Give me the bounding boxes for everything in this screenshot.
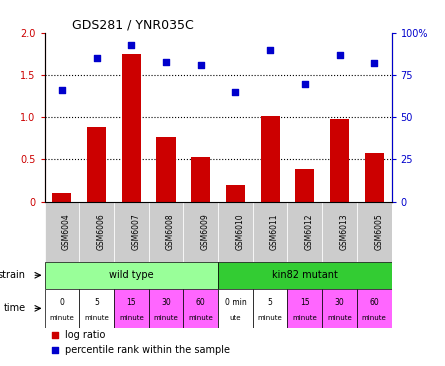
- Text: ute: ute: [230, 315, 241, 321]
- Bar: [183, 202, 218, 262]
- Bar: [322, 202, 357, 262]
- Text: GSM6004: GSM6004: [62, 213, 71, 250]
- Text: minute: minute: [258, 315, 283, 321]
- Text: log ratio: log ratio: [65, 330, 106, 340]
- Bar: [253, 289, 287, 328]
- Text: 0: 0: [60, 298, 64, 307]
- Text: minute: minute: [119, 315, 144, 321]
- Text: 15: 15: [126, 298, 136, 307]
- Text: strain: strain: [0, 270, 25, 280]
- Bar: [183, 289, 218, 328]
- Text: GSM6012: GSM6012: [305, 213, 314, 250]
- Point: [301, 81, 308, 86]
- Text: minute: minute: [362, 315, 387, 321]
- Text: GSM6009: GSM6009: [201, 213, 210, 250]
- Bar: [357, 289, 392, 328]
- Bar: [287, 202, 322, 262]
- Text: 5: 5: [268, 298, 272, 307]
- Text: GSM6008: GSM6008: [166, 213, 175, 250]
- Bar: [79, 202, 114, 262]
- Text: minute: minute: [154, 315, 178, 321]
- Text: 15: 15: [300, 298, 310, 307]
- Point: [197, 62, 204, 68]
- Point: [371, 60, 378, 66]
- Bar: [44, 289, 79, 328]
- Bar: [191, 157, 210, 202]
- Text: 0 min: 0 min: [225, 298, 246, 307]
- Text: GSM6007: GSM6007: [131, 213, 140, 250]
- Bar: [295, 169, 314, 202]
- Bar: [44, 262, 218, 289]
- Text: 30: 30: [335, 298, 344, 307]
- Point: [336, 52, 343, 58]
- Bar: [79, 289, 114, 328]
- Text: GDS281 / YNR035C: GDS281 / YNR035C: [72, 19, 194, 32]
- Bar: [330, 119, 349, 202]
- Bar: [87, 127, 106, 202]
- Bar: [114, 289, 149, 328]
- Bar: [157, 137, 175, 202]
- Bar: [44, 202, 79, 262]
- Text: minute: minute: [49, 315, 74, 321]
- Text: time: time: [3, 303, 25, 313]
- Bar: [218, 262, 392, 289]
- Text: percentile rank within the sample: percentile rank within the sample: [65, 345, 231, 355]
- Bar: [226, 185, 245, 202]
- Text: minute: minute: [84, 315, 109, 321]
- Text: kin82 mutant: kin82 mutant: [272, 270, 338, 280]
- Bar: [53, 193, 71, 202]
- Point: [58, 87, 65, 93]
- Bar: [287, 289, 322, 328]
- Point: [309, 154, 316, 160]
- Bar: [218, 202, 253, 262]
- Bar: [357, 202, 392, 262]
- Point: [309, 289, 316, 295]
- Bar: [149, 202, 183, 262]
- Point: [128, 42, 135, 48]
- Text: 60: 60: [369, 298, 379, 307]
- Bar: [322, 289, 357, 328]
- Bar: [218, 289, 253, 328]
- Text: minute: minute: [188, 315, 213, 321]
- Text: wild type: wild type: [109, 270, 154, 280]
- Bar: [253, 202, 287, 262]
- Text: 30: 30: [161, 298, 171, 307]
- Bar: [261, 116, 279, 202]
- Text: GSM6013: GSM6013: [340, 213, 348, 250]
- Text: GSM6010: GSM6010: [235, 213, 244, 250]
- Point: [162, 59, 170, 64]
- Text: 60: 60: [196, 298, 206, 307]
- Text: minute: minute: [327, 315, 352, 321]
- Bar: [365, 153, 384, 202]
- Text: GSM6005: GSM6005: [374, 213, 383, 250]
- Text: 5: 5: [94, 298, 99, 307]
- Point: [93, 55, 100, 61]
- Bar: [149, 289, 183, 328]
- Text: GSM6011: GSM6011: [270, 213, 279, 250]
- Bar: [122, 54, 141, 202]
- Bar: [114, 202, 149, 262]
- Point: [267, 47, 274, 53]
- Text: GSM6006: GSM6006: [97, 213, 105, 250]
- Point: [232, 89, 239, 95]
- Text: minute: minute: [292, 315, 317, 321]
